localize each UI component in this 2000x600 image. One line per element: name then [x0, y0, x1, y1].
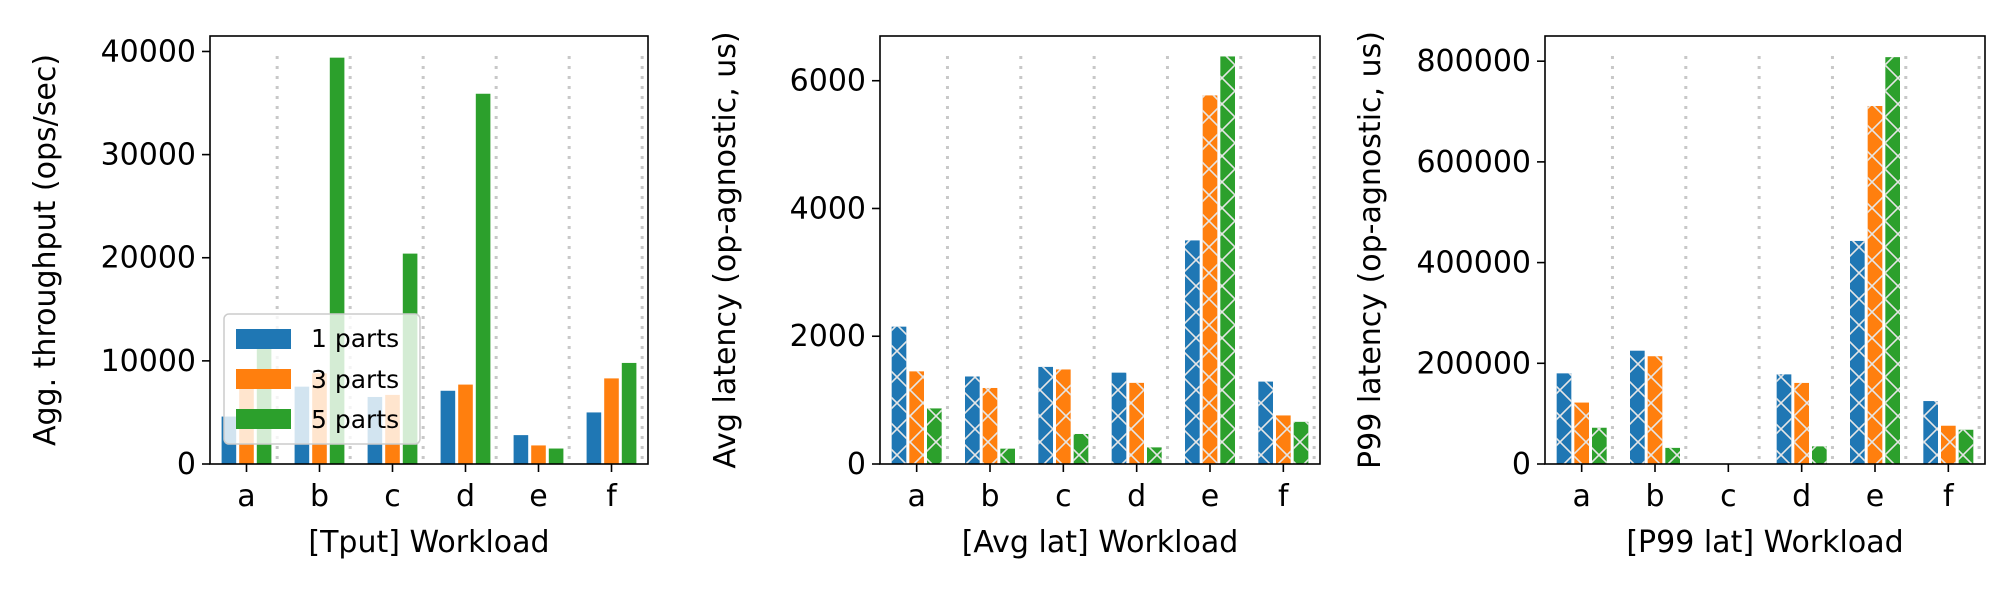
bar-hatch: [1923, 401, 1938, 464]
x-tick-label: f: [1278, 479, 1290, 514]
bar-hatch: [1958, 429, 1974, 464]
bar-hatch: [1258, 381, 1273, 464]
x-tick-label: e: [1201, 479, 1219, 514]
bar-e-3-parts: [531, 445, 546, 464]
bar-hatch: [1630, 350, 1645, 464]
bar-hatch: [909, 371, 924, 464]
bar-hatch: [1202, 95, 1218, 464]
bar-e-1-parts: [513, 435, 529, 464]
legend-label-5-parts: 5 parts: [311, 405, 399, 434]
bar-hatch: [1812, 446, 1827, 464]
legend-swatch-1-parts: [236, 329, 291, 349]
p99-latency-chart: a b c d e f 0 200000 400000 600000 800000 P99 late…: [1353, 31, 1986, 560]
legend-swatch-5-parts: [236, 409, 291, 429]
bar-hatch: [1147, 447, 1162, 464]
bar-hatch: [1850, 240, 1865, 464]
avg-latency-y-axis-label: Avg latency (op-agnostic, us): [708, 31, 743, 468]
bar-hatch: [1129, 382, 1144, 464]
bar-hatch: [927, 408, 942, 464]
bar-hatch: [1220, 56, 1235, 464]
bar-hatch: [1592, 427, 1607, 464]
x-tick-label: d: [1127, 479, 1146, 514]
x-tick-label: c: [1720, 479, 1737, 514]
y-tick-label: 0: [177, 447, 196, 482]
bar-hatch: [1647, 356, 1663, 464]
bar-hatch: [965, 376, 980, 464]
x-tick-label: a: [1572, 479, 1590, 514]
bar-e-5-parts: [548, 448, 564, 464]
bar-hatch: [1038, 366, 1053, 464]
bar-hatch: [1293, 421, 1309, 464]
bar-hatch: [1867, 105, 1883, 464]
x-tick-label: b: [1645, 479, 1664, 514]
x-tick-label: a: [907, 479, 925, 514]
y-tick-label: 20000: [101, 241, 196, 276]
x-tick-label: c: [384, 479, 401, 514]
bar-hatch: [1794, 382, 1809, 464]
x-tick-label: a: [237, 479, 255, 514]
bar-d-5-parts: [475, 93, 491, 465]
x-tick-label: f: [1943, 479, 1955, 514]
p99-latency-x-axis-label: [P99 lat] Workload: [1626, 525, 1903, 560]
bar-d-1-parts: [440, 390, 456, 464]
throughput-plot-frame: [209, 35, 649, 465]
throughput-x-axis-label: [Tput] Workload: [308, 525, 549, 560]
p99-latency-bars: [1556, 56, 1981, 465]
bar-f-1-parts: [586, 412, 602, 464]
bar-hatch: [1941, 425, 1956, 464]
y-tick-label: 40000: [101, 34, 196, 69]
throughput-ticks: a b c d e f 0 10000 20000 30000 40000: [101, 34, 619, 514]
p99-latency-plot-frame: [1544, 35, 1986, 465]
y-tick-label: 400000: [1416, 246, 1531, 281]
legend: 1 parts 3 parts 5 parts: [223, 313, 421, 445]
bar-hatch: [1776, 374, 1792, 464]
y-tick-label: 6000: [790, 64, 866, 99]
bar-hatch: [982, 387, 998, 464]
avg-latency-ticks: a b c d e f 0 2000 4000 6000: [790, 64, 1290, 514]
legend-label-3-parts: 3 parts: [311, 365, 399, 394]
bar-hatch: [1276, 415, 1291, 464]
bar-hatch: [891, 326, 907, 464]
avg-latency-x-axis-label: [Avg lat] Workload: [962, 525, 1239, 560]
bar-hatch: [1073, 433, 1089, 464]
bar-hatch: [1000, 448, 1015, 464]
bar-hatch: [1885, 57, 1900, 465]
avg-latency-chart: a b c d e f 0 2000 4000 6000 Avg latency (op-agno…: [708, 31, 1321, 560]
y-tick-label: 30000: [101, 138, 196, 173]
bar-d-3-parts: [458, 384, 473, 464]
x-tick-label: e: [529, 479, 547, 514]
avg-latency-bars: [891, 56, 1316, 464]
bar-hatch: [1574, 402, 1589, 464]
bar-hatch: [1056, 369, 1071, 464]
x-tick-label: b: [980, 479, 999, 514]
bar-hatch: [1556, 373, 1572, 464]
y-tick-label: 10000: [101, 344, 196, 379]
bar-hatch: [1185, 240, 1200, 464]
bar-f-5-parts: [621, 362, 637, 464]
bar-hatch: [1665, 447, 1680, 464]
x-tick-label: f: [606, 479, 618, 514]
y-tick-label: 0: [847, 447, 866, 482]
y-tick-label: 200000: [1416, 346, 1531, 381]
bar-f-3-parts: [604, 378, 619, 464]
throughput-y-axis-label: Agg. throughput (ops/sec): [28, 54, 63, 446]
x-tick-label: d: [456, 479, 475, 514]
x-tick-label: c: [1055, 479, 1072, 514]
x-tick-label: b: [310, 479, 329, 514]
x-tick-label: d: [1792, 479, 1811, 514]
p99-latency-y-axis-label: P99 latency (op-agnostic, us): [1353, 31, 1388, 469]
p99-latency-ticks: a b c d e f 0 200000 400000 600000 800000: [1416, 44, 1955, 514]
x-tick-label: e: [1866, 479, 1884, 514]
y-tick-label: 0: [1512, 447, 1531, 482]
legend-label-1-parts: 1 parts: [311, 324, 399, 353]
y-tick-label: 600000: [1416, 145, 1531, 180]
legend-swatch-3-parts: [236, 369, 291, 389]
throughput-chart: a b c d e f 0 10000 20000 30000 40000 Agg. through…: [28, 34, 649, 560]
avg-latency-plot-frame: [879, 35, 1321, 465]
y-tick-label: 2000: [790, 319, 866, 354]
y-tick-label: 800000: [1416, 44, 1531, 79]
bar-hatch: [1111, 372, 1127, 464]
y-tick-label: 4000: [790, 191, 866, 226]
